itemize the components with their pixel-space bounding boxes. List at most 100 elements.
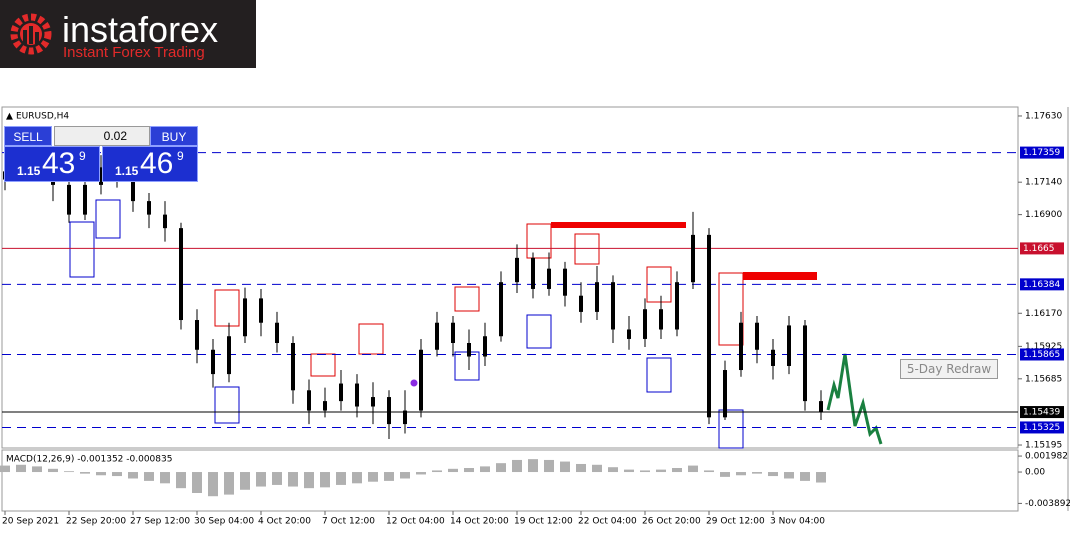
macd-bar	[288, 472, 298, 487]
x-tick-label: 26 Oct 20:00	[642, 517, 701, 527]
macd-bar	[416, 472, 426, 475]
candle-body	[403, 410, 407, 425]
macd-bar	[192, 472, 202, 493]
macd-bar	[608, 467, 618, 473]
macd-bar	[32, 466, 42, 473]
y-tick-label: 1.16170	[1025, 309, 1062, 319]
macd-bar	[336, 472, 346, 485]
candle-body	[275, 322, 279, 343]
macd-bar	[672, 468, 682, 473]
y-tick-label: 1.15195	[1025, 441, 1062, 451]
zone	[358, 323, 384, 355]
price-label-bg	[1020, 406, 1064, 419]
price-label-bg	[1020, 146, 1064, 159]
lot-input[interactable]: 0.02	[54, 126, 150, 146]
x-tick-label: 3 Nov 04:00	[770, 517, 825, 527]
candle-body	[451, 322, 455, 343]
macd-bar	[368, 472, 378, 482]
buy-button[interactable]: BUY	[150, 126, 198, 146]
y-tick-label: 1.17140	[1025, 178, 1062, 188]
zone	[454, 286, 480, 312]
zones	[69, 199, 817, 449]
price-label: 1.1665	[1023, 244, 1055, 254]
price-label: 1.17359	[1023, 148, 1060, 158]
y-tick-label: 1.15685	[1025, 374, 1062, 384]
logo: instaforex Instant Forex Trading	[0, 0, 256, 68]
price-label-bg	[1020, 421, 1064, 434]
candle-body	[371, 397, 375, 407]
candle-body	[179, 228, 183, 321]
x-tick-label: 4 Oct 20:00	[258, 517, 311, 527]
candle-body	[547, 268, 551, 289]
candle-body	[323, 401, 327, 411]
logo-icon	[10, 13, 52, 55]
y-tick-label: 0.001982	[1025, 452, 1068, 462]
candle-body	[755, 322, 759, 350]
bid-big: 1.15	[17, 164, 41, 178]
trade-panel: SELL 0.02 BUY 1.15 43 9 1.15 46 9	[4, 126, 198, 182]
x-tick-label: 30 Sep 04:00	[194, 517, 254, 527]
candle-body	[243, 298, 247, 337]
plot-frame	[1, 106, 1019, 449]
y-tick-label: 1.16900	[1025, 210, 1062, 220]
candle-body	[643, 309, 647, 339]
logo-name: instaforex	[62, 9, 219, 50]
macd-bar	[272, 472, 282, 485]
macd-bar	[80, 472, 90, 474]
x-tick-label: 29 Oct 12:00	[706, 517, 765, 527]
zone	[646, 357, 672, 393]
macd-bar	[576, 463, 586, 473]
candle-body	[291, 343, 295, 391]
candle-body	[67, 184, 71, 215]
macd-bar	[464, 468, 474, 473]
macd-bar	[656, 469, 666, 473]
macd-bar	[752, 472, 762, 474]
candle-body	[531, 257, 535, 289]
x-tick-label: 22 Oct 04:00	[578, 517, 637, 527]
zone	[69, 221, 95, 278]
macd-bar	[304, 472, 314, 489]
macd-bar	[432, 470, 442, 473]
candle-body	[339, 383, 343, 402]
macd-bar	[592, 464, 602, 473]
zone	[214, 289, 240, 327]
logo-tagline: Instant Forex Trading	[63, 44, 205, 61]
zone	[310, 353, 336, 377]
sell-button[interactable]: SELL	[4, 126, 52, 146]
price-label-bg	[1020, 348, 1064, 361]
macd-bar	[176, 472, 186, 489]
redraw-button[interactable]: 5-Day Redraw	[900, 359, 998, 379]
zone	[214, 386, 240, 424]
macd-bar	[448, 468, 458, 473]
x-tick-label: 27 Sep 12:00	[130, 517, 190, 527]
y-tick-label: 1.15925	[1025, 342, 1062, 352]
price-label: 1.16384	[1023, 280, 1060, 290]
candle-body	[771, 349, 775, 366]
candle-body	[307, 390, 311, 411]
y-tick-label: 0.00	[1025, 468, 1045, 478]
candle-body	[803, 325, 807, 402]
candle-body	[627, 329, 631, 339]
ask-quote[interactable]: 1.15 46 9	[102, 146, 198, 182]
zone	[551, 222, 686, 228]
marker	[410, 379, 418, 387]
price-label-bg	[1020, 242, 1064, 255]
macd-bar	[160, 472, 170, 484]
macd-bar	[480, 466, 490, 473]
candle-body	[131, 176, 135, 202]
candle-body	[499, 282, 503, 337]
candle-body	[467, 343, 471, 357]
macd-bar	[640, 470, 650, 473]
candle-body	[147, 201, 151, 215]
macd-bar	[768, 472, 778, 477]
zone	[95, 199, 121, 239]
candle-body	[739, 322, 743, 371]
candle-body	[211, 349, 215, 375]
candle-body	[387, 397, 391, 425]
bid-quote[interactable]: 1.15 43 9	[4, 146, 100, 182]
candle-body	[195, 320, 199, 350]
candle-body	[659, 309, 663, 330]
candle-body	[435, 322, 439, 350]
macd-frame	[1, 449, 1019, 512]
